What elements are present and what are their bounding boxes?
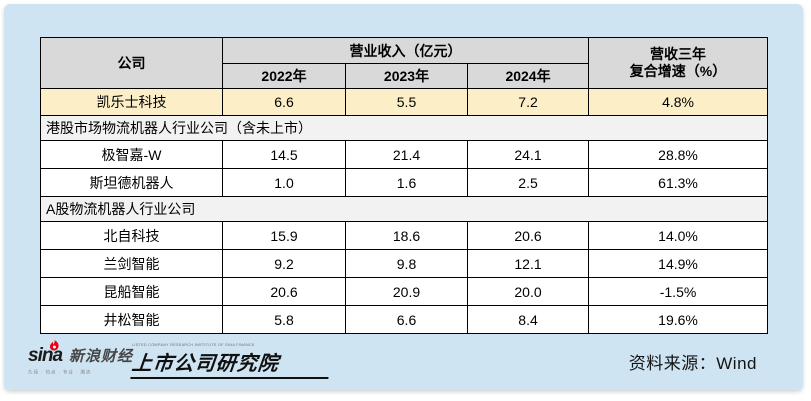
cell-value: 14.9% [588,249,769,278]
company-name: 北自科技 [40,221,223,250]
cell-value: 2.5 [466,168,590,197]
research-institute-logo: LISTED COMPANY RESEARCH INSTITUTE OF SIN… [130,341,332,379]
revenue-table: 公司 营业收入（亿元） 营收三年 复合增速（%） 2022年 2023年 202… [39,37,769,334]
cell-value: -1.5% [588,277,769,306]
cell-value: 14.0% [588,221,769,250]
cell-value: 9.2 [222,249,346,278]
header-row-1: 公司 营业收入（亿元） 营收三年 复合增速（%） [40,37,769,89]
cell-value: 20.0 [466,277,590,306]
table-row-geekplus: 极智嘉-W 14.5 21.4 24.1 28.8% [40,140,769,169]
table-row-kunchuan: 昆船智能 20.6 20.9 20.0 -1.5% [40,277,769,306]
company-name: 凯乐士科技 [40,88,223,116]
table-row-kailesi: 凯乐士科技 6.6 5.5 7.2 4.8% [40,88,769,116]
cell-value: 7.2 [466,88,590,116]
section-label: A股物流机器人行业公司 [39,196,769,222]
col-header-cagr: 营收三年 复合增速（%） [588,37,769,89]
cell-value: 8.4 [466,305,590,334]
sina-flame-icon [49,338,60,356]
cell-value: 20.6 [222,277,346,306]
col-header-2024: 2024年 [466,63,590,89]
company-name: 昆船智能 [40,277,223,306]
sina-logo-line: sina 新浪财经 [28,340,146,367]
cell-value: 14.5 [222,140,346,169]
cell-value: 12.1 [466,249,590,278]
section-row-hk: 港股市场物流机器人行业公司（含未上市） [39,115,769,141]
cell-value: 5.5 [345,88,468,116]
cell-value: 1.0 [222,168,346,197]
cell-value: 6.6 [222,88,346,116]
company-name: 兰剑智能 [40,249,223,278]
col-header-2023: 2023年 [345,63,468,89]
col-header-revenue-group: 营业收入（亿元） [221,37,590,64]
cell-value: 19.6% [588,305,769,334]
header-row-2: 2022年 2023年 2024年 [41,63,768,89]
cell-value: 28.8% [588,140,769,169]
cell-value: 6.6 [345,305,468,334]
data-source: 资料来源：Wind [628,354,757,373]
cagr-header-line2: 复合增速（%） [629,63,727,79]
cell-value: 1.6 [345,168,468,197]
sina-finance-logo: sina 新浪财经 久经 · 热点 · 专业 · 潮流 [28,340,146,377]
sina-tagline: 久经 · 热点 · 专业 · 潮流 [28,370,92,376]
section-label: 港股市场物流机器人行业公司（含未上市） [39,115,769,141]
col-header-company: 公司 [40,37,223,89]
cell-value: 4.8% [588,88,769,116]
cell-value: 20.9 [345,277,468,306]
company-name: 斯坦德机器人 [40,168,223,197]
table-row-beizi: 北自科技 15.9 18.6 20.6 14.0% [40,221,769,250]
content-panel: 公司 营业收入（亿元） 营收三年 复合增速（%） 2022年 2023年 202… [4,4,803,390]
table-row-standard: 斯坦德机器人 1.0 1.6 2.5 61.3% [40,168,769,197]
cell-value: 18.6 [345,221,468,250]
cagr-header-line1: 营收三年 [650,46,707,62]
cell-value: 20.6 [466,221,590,250]
table-row-lanjian: 兰剑智能 9.2 9.8 12.1 14.9% [40,249,769,278]
cell-value: 21.4 [345,140,468,169]
table-row-jingsong: 井松智能 5.8 6.6 8.4 19.6% [40,305,769,334]
col-header-2022: 2022年 [222,63,346,89]
section-row-ashare: A股物流机器人行业公司 [39,196,769,222]
institute-subtitle: LISTED COMPANY RESEARCH INSTITUTE OF SIN… [132,343,255,347]
cell-value: 15.9 [222,221,346,250]
cell-value: 24.1 [466,140,590,169]
company-name: 井松智能 [40,305,223,334]
sina-finance-label: 新浪财经 [69,348,134,365]
cell-value: 61.3% [588,168,769,197]
cell-value: 9.8 [345,249,468,278]
company-name: 极智嘉-W [40,140,223,169]
cell-value: 5.8 [222,305,346,334]
institute-wordmark: 上市公司研究院 [130,347,332,379]
